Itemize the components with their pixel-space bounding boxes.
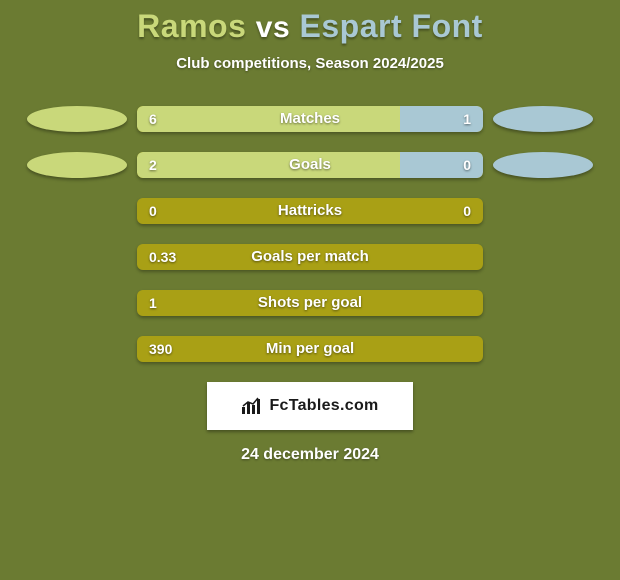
title-player2: Espart Font — [300, 8, 483, 44]
title-player1: Ramos — [137, 8, 246, 44]
stat-rows: 6Matches12Goals00Hattricks00.33Goals per… — [0, 106, 620, 362]
bar-chart-icon — [241, 397, 263, 415]
comparison-card: Ramos vs Espart Font Club competitions, … — [0, 0, 620, 580]
stat-bar: 390Min per goal — [137, 336, 483, 362]
stat-bar: 2Goals0 — [137, 152, 483, 178]
stat-bar: 0Hattricks0 — [137, 198, 483, 224]
stat-row: 6Matches1 — [0, 106, 620, 132]
subtitle: Club competitions, Season 2024/2025 — [0, 55, 620, 72]
stat-value-right: 1 — [463, 106, 471, 132]
right-team-marker — [493, 152, 593, 178]
stat-label: Goals — [137, 152, 483, 178]
stat-row: 0.33Goals per match — [0, 244, 620, 270]
stat-label: Hattricks — [137, 198, 483, 224]
stat-bar: 6Matches1 — [137, 106, 483, 132]
page-title: Ramos vs Espart Font — [0, 0, 620, 45]
stat-row: 1Shots per goal — [0, 290, 620, 316]
stat-label: Goals per match — [137, 244, 483, 270]
stat-bar: 0.33Goals per match — [137, 244, 483, 270]
left-team-marker — [27, 152, 127, 178]
stat-label: Min per goal — [137, 336, 483, 362]
left-team-marker — [27, 106, 127, 132]
date-label: 24 december 2024 — [0, 446, 620, 464]
stat-row: 2Goals0 — [0, 152, 620, 178]
stat-label: Matches — [137, 106, 483, 132]
brand-box[interactable]: FcTables.com — [207, 382, 413, 430]
stat-bar: 1Shots per goal — [137, 290, 483, 316]
stat-value-right: 0 — [463, 152, 471, 178]
stat-value-right: 0 — [463, 198, 471, 224]
right-team-marker — [493, 106, 593, 132]
stat-row: 0Hattricks0 — [0, 198, 620, 224]
title-vs: vs — [256, 11, 290, 44]
brand-label: FcTables.com — [269, 397, 378, 415]
stat-row: 390Min per goal — [0, 336, 620, 362]
stat-label: Shots per goal — [137, 290, 483, 316]
